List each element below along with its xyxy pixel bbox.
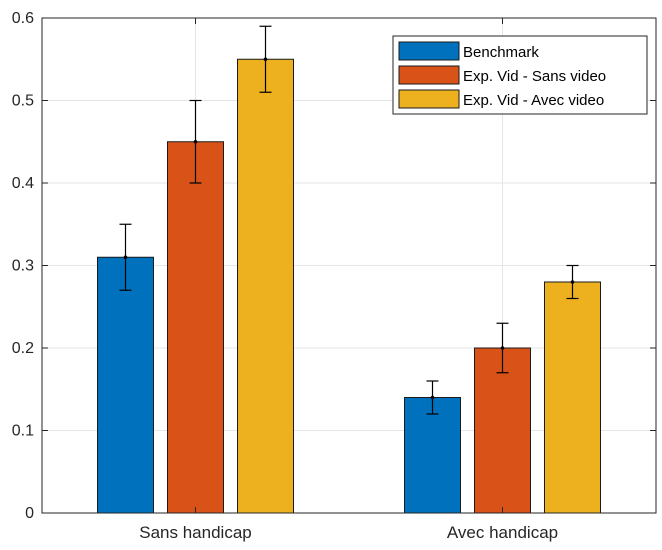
legend-swatch [398,65,460,85]
bar [404,397,461,514]
mean-point [123,255,128,260]
x-category-label: Sans handicap [139,523,251,542]
y-tick-label: 0.2 [12,340,34,357]
y-tick-label: 0 [25,505,34,522]
legend-swatch [398,41,460,61]
mean-point [263,57,268,62]
y-tick-label: 0.5 [12,93,34,110]
legend-swatch [398,89,460,109]
mean-point [430,395,435,400]
bar [97,256,154,514]
y-tick-label: 0.1 [12,423,34,440]
bars-layer [97,58,601,514]
bar [167,141,224,514]
y-tick-label: 0.4 [12,175,34,192]
bar [544,281,601,514]
mean-point [570,280,575,284]
legend-label: Exp. Vid - Avec video [463,92,604,109]
axes-layer: 0 0.1 0.2 0.3 0.4 0.5 0.6 Sans handicap Avec han… [12,10,657,542]
y-tick-label: 0.3 [12,258,34,275]
mean-point [500,346,505,350]
legend: Benchmark Exp. Vid - Sans video Exp. Vid -… [392,35,648,115]
x-category-label: Avec handicap [447,523,558,542]
legend-label: Exp. Vid - Sans video [463,68,606,85]
bar [237,58,294,514]
error-bars-layer [119,25,579,415]
y-tick-label: 0.6 [12,10,34,27]
legend-label: Benchmark [463,44,539,61]
mean-point [193,139,198,144]
